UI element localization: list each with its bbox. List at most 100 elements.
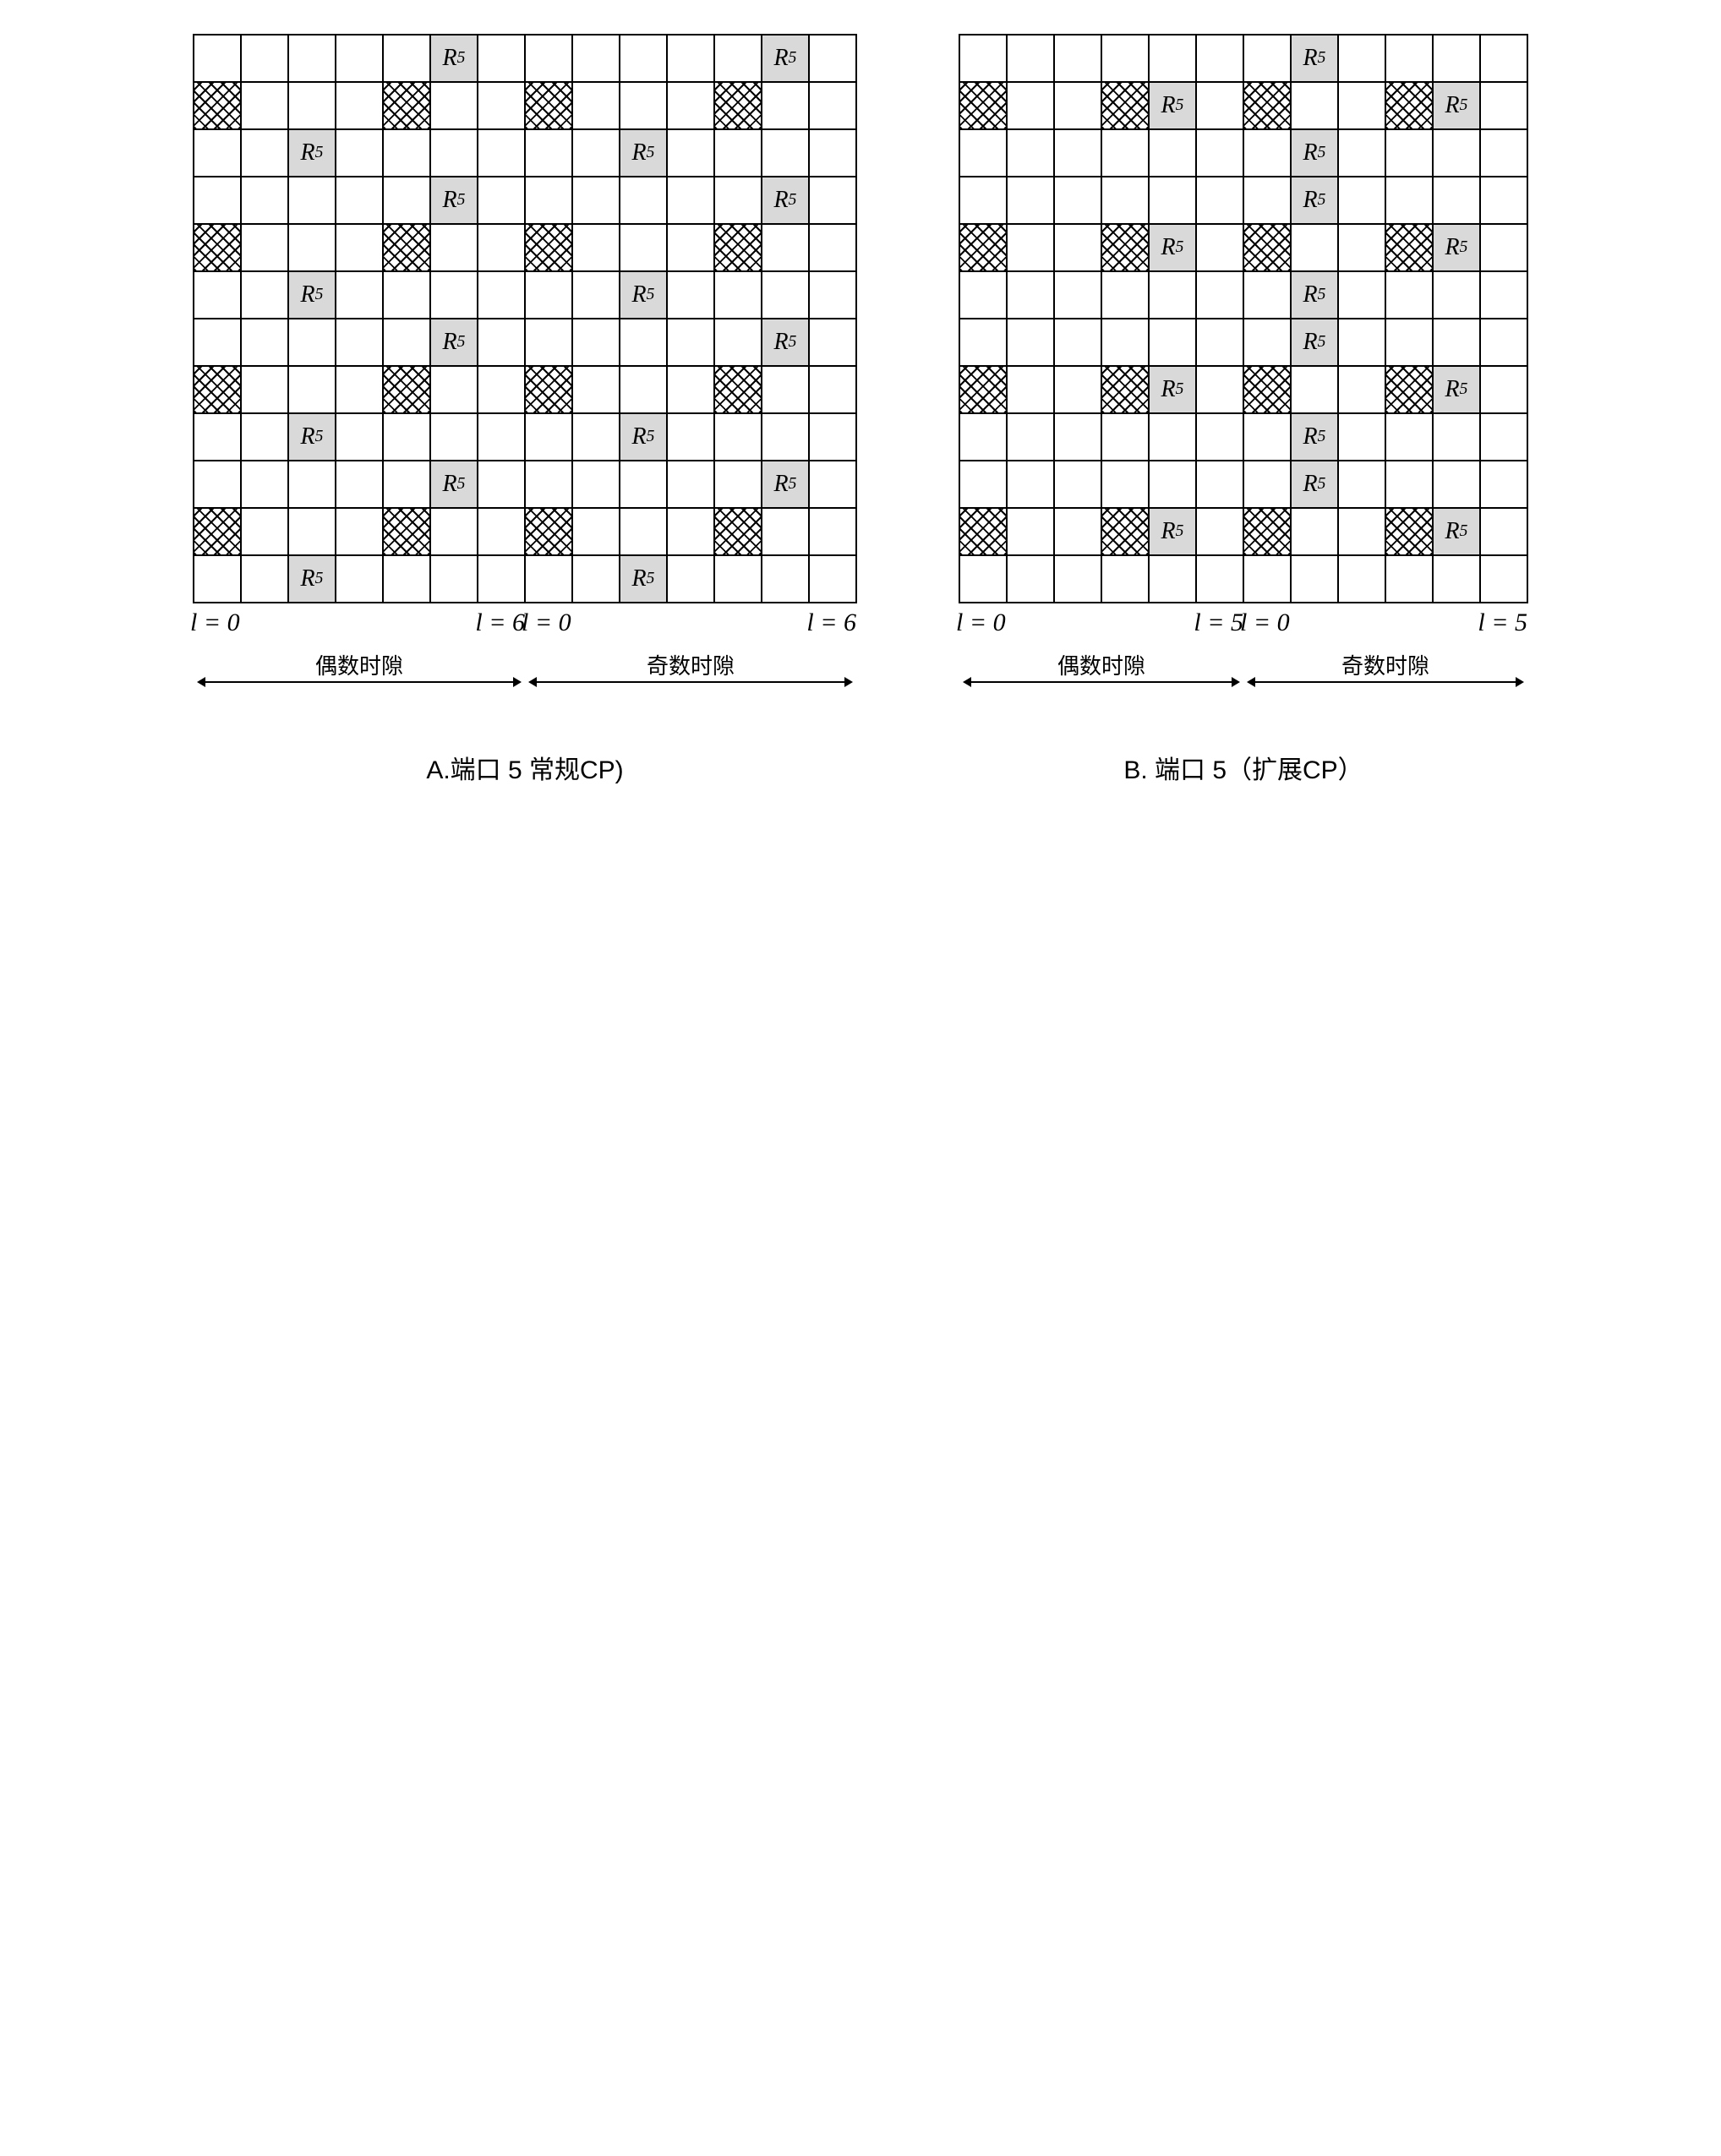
resource-element — [1243, 271, 1291, 319]
resource-element — [959, 366, 1007, 413]
resource-element: R5 — [430, 177, 478, 224]
axis-tick: l = 0 — [956, 609, 1006, 637]
resource-element: R5 — [430, 461, 478, 508]
resource-element — [430, 366, 478, 413]
resource-element — [1480, 82, 1527, 129]
axis-tick: l = 6 — [806, 609, 856, 637]
resource-element — [1007, 129, 1054, 177]
resource-element — [1243, 82, 1291, 129]
resource-element — [336, 319, 383, 366]
resource-element — [1338, 177, 1385, 224]
resource-element — [383, 224, 430, 271]
axis-tick: l = 5 — [1478, 609, 1527, 637]
resource-element — [1054, 82, 1101, 129]
resource-element — [1433, 555, 1480, 603]
resource-element — [1007, 35, 1054, 82]
resource-element — [809, 177, 856, 224]
resource-element — [194, 35, 241, 82]
resource-element — [714, 82, 762, 129]
resource-element — [1101, 177, 1149, 224]
slot-arrow — [1248, 681, 1522, 683]
slot-arrow — [530, 681, 851, 683]
resource-element — [667, 413, 714, 461]
resource-element — [430, 129, 478, 177]
resource-element — [288, 366, 336, 413]
resource-element — [478, 413, 525, 461]
resource-element: R5 — [620, 413, 667, 461]
resource-element — [1007, 461, 1054, 508]
resource-element — [1101, 82, 1149, 129]
resource-element — [1338, 555, 1385, 603]
resource-element — [809, 35, 856, 82]
resource-element — [1196, 177, 1243, 224]
resource-element — [762, 224, 809, 271]
slot-indicators: 偶数时隙奇数时隙 — [194, 673, 856, 707]
resource-element — [430, 508, 478, 555]
resource-element — [1054, 413, 1101, 461]
resource-element — [572, 271, 620, 319]
panel-caption: B. 端口 5（扩展CP） — [1123, 749, 1363, 786]
resource-element — [336, 366, 383, 413]
resource-element — [1385, 319, 1433, 366]
resource-element — [1338, 461, 1385, 508]
resource-element — [1149, 35, 1196, 82]
resource-element — [809, 129, 856, 177]
resource-element — [714, 224, 762, 271]
axis-labels: l = 0l = 6l = 0l = 6 — [194, 609, 856, 639]
resource-element — [1101, 129, 1149, 177]
resource-element — [714, 461, 762, 508]
resource-element — [1149, 555, 1196, 603]
resource-element — [1291, 555, 1338, 603]
resource-element — [620, 82, 667, 129]
resource-element — [194, 555, 241, 603]
resource-element — [336, 508, 383, 555]
resource-element — [1101, 461, 1149, 508]
resource-element — [1433, 177, 1480, 224]
resource-element — [620, 35, 667, 82]
resource-element — [1054, 319, 1101, 366]
resource-element — [714, 508, 762, 555]
resource-element — [1433, 319, 1480, 366]
resource-element — [1007, 177, 1054, 224]
resource-element — [667, 461, 714, 508]
resource-element — [1385, 35, 1433, 82]
resource-element — [478, 35, 525, 82]
resource-element — [1007, 508, 1054, 555]
resource-element — [809, 366, 856, 413]
resource-element — [1007, 224, 1054, 271]
resource-element — [620, 366, 667, 413]
resource-element — [809, 82, 856, 129]
resource-element — [525, 319, 572, 366]
axis-labels: l = 0l = 5l = 0l = 5 — [959, 609, 1527, 639]
resource-element — [1480, 177, 1527, 224]
resource-element — [1385, 508, 1433, 555]
resource-element — [336, 461, 383, 508]
resource-element — [383, 271, 430, 319]
resource-element — [288, 82, 336, 129]
resource-element — [1385, 271, 1433, 319]
resource-element — [383, 129, 430, 177]
resource-element — [1007, 271, 1054, 319]
resource-element — [1054, 224, 1101, 271]
resource-element — [336, 82, 383, 129]
resource-element — [1054, 177, 1101, 224]
resource-element — [1101, 555, 1149, 603]
resource-element — [525, 413, 572, 461]
resource-element — [714, 271, 762, 319]
resource-element — [525, 508, 572, 555]
resource-element — [762, 129, 809, 177]
resource-element — [194, 82, 241, 129]
resource-element — [959, 461, 1007, 508]
axis-tick: l = 0 — [190, 609, 240, 637]
resource-element — [1101, 366, 1149, 413]
resource-element — [1385, 413, 1433, 461]
resource-element — [1196, 413, 1243, 461]
resource-element — [336, 129, 383, 177]
resource-element: R5 — [1291, 319, 1338, 366]
resource-element — [194, 319, 241, 366]
resource-element — [1101, 224, 1149, 271]
resource-element — [1149, 129, 1196, 177]
resource-element — [194, 413, 241, 461]
resource-element — [667, 224, 714, 271]
resource-element — [525, 366, 572, 413]
